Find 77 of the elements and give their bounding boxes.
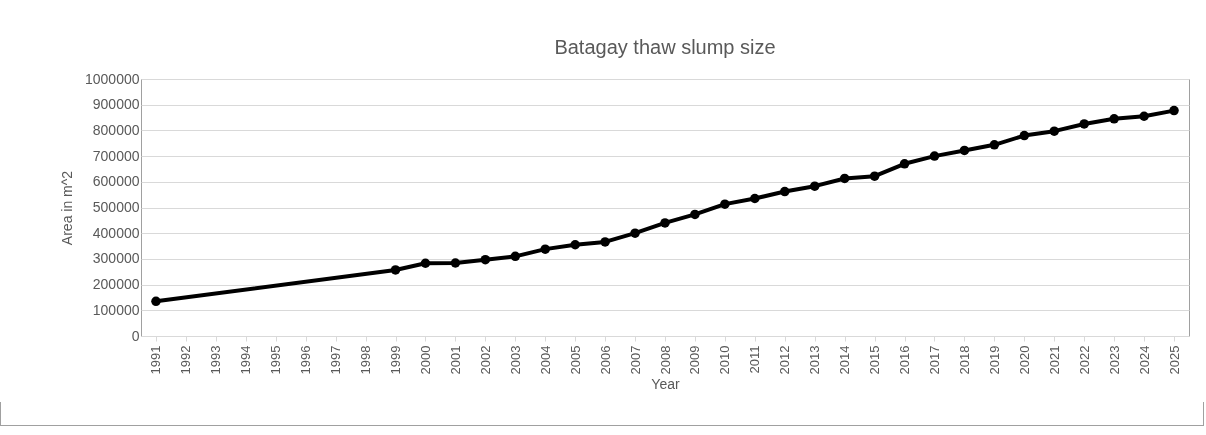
x-tick-label: 2006	[597, 345, 613, 375]
point	[570, 240, 580, 250]
x-tick-label: 1994	[238, 345, 254, 375]
point	[1019, 130, 1030, 141]
y-tick-label: 100000	[92, 301, 140, 318]
x-tick-label: 2024	[1136, 345, 1152, 375]
x-tick-label: 2025	[1166, 345, 1182, 375]
point	[1139, 111, 1149, 121]
point	[809, 181, 820, 191]
point	[510, 251, 521, 262]
x-tick-label: 2017	[926, 345, 942, 375]
point	[540, 244, 550, 254]
x-tick-label: 2013	[807, 345, 823, 375]
x-tick-label: 2018	[956, 345, 972, 375]
x-axis-title: Year	[651, 376, 680, 393]
x-tick-label: 2002	[477, 345, 493, 375]
x-tick-label: 1992	[178, 345, 194, 375]
point	[480, 254, 491, 265]
x-tick-label: 2000	[417, 345, 433, 375]
y-tick-label: 1000000	[84, 70, 140, 87]
x-tick-label: 2019	[986, 345, 1002, 375]
point	[420, 258, 431, 268]
x-tick-label: 1993	[208, 345, 224, 375]
x-tick-label: 2012	[777, 345, 793, 375]
y-axis-title: Area in m^2	[59, 170, 75, 246]
x-tick-label: 2008	[657, 345, 673, 375]
x-tick-label: 2009	[687, 345, 703, 375]
x-tick-label: 2010	[717, 345, 733, 375]
x-tick-label: 2001	[447, 345, 463, 375]
y-tick-label: 900000	[92, 96, 140, 113]
point	[1169, 105, 1179, 116]
x-tick-label: 2015	[867, 345, 883, 375]
x-tick-label: 1995	[268, 345, 284, 375]
x-tick-label: 2023	[1106, 345, 1122, 375]
x-tick-label: 2005	[567, 345, 583, 375]
point	[899, 159, 910, 169]
y-tick-label: 400000	[92, 224, 140, 241]
chart-title: Batagay thaw slump size	[554, 36, 776, 58]
x-tick-label: 2021	[1046, 345, 1062, 375]
x-tick-label: 1997	[328, 345, 344, 375]
y-tick-label: 700000	[92, 147, 140, 164]
point	[630, 228, 640, 238]
point	[151, 296, 161, 307]
point	[989, 140, 1000, 150]
point	[600, 237, 610, 247]
x-tick-label: 1999	[388, 345, 404, 375]
point	[1109, 114, 1119, 124]
point	[1049, 126, 1059, 136]
x-tick-label: 2004	[537, 345, 553, 375]
point	[929, 151, 940, 161]
x-tick-label: 1998	[358, 345, 374, 375]
point	[869, 171, 880, 181]
y-tick-label: 500000	[92, 199, 140, 215]
x-tick-label: 2011	[747, 345, 763, 374]
point	[390, 265, 401, 275]
point	[780, 186, 790, 197]
point	[660, 218, 670, 228]
x-tick-label: 2003	[507, 345, 523, 375]
x-tick-label: 2022	[1076, 345, 1092, 375]
x-tick-label: 2014	[837, 345, 853, 375]
x-tick-label: 2007	[627, 345, 643, 375]
x-tick-label: 2016	[897, 345, 913, 375]
y-tick-label: 800000	[92, 121, 140, 138]
y-tick-label: 600000	[92, 173, 140, 190]
point	[450, 258, 461, 268]
x-tick-label: 1996	[298, 345, 314, 375]
point	[720, 199, 730, 209]
point	[1079, 119, 1089, 129]
x-tick-label: 1991	[148, 345, 164, 375]
y-tick-label: 200000	[92, 276, 140, 293]
point	[690, 209, 700, 220]
y-tick-label: 300000	[92, 250, 140, 267]
point	[839, 173, 850, 184]
y-tick-label: 0	[131, 327, 140, 344]
point	[750, 193, 760, 204]
x-tick-label: 2020	[1016, 345, 1032, 375]
point	[959, 145, 970, 156]
